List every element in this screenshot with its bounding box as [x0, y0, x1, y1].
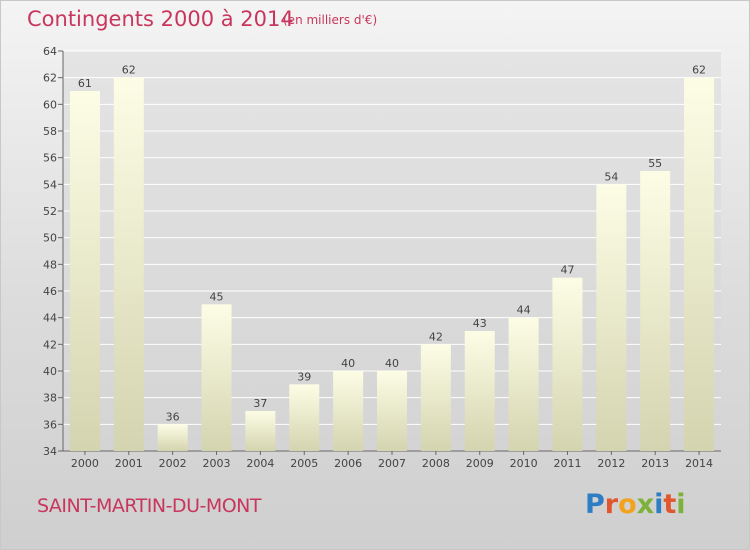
bar-2012 [596, 184, 627, 452]
bar-2003 [201, 304, 232, 451]
x-tick-label: 2008 [422, 457, 450, 470]
x-tick-label: 2009 [466, 457, 494, 470]
bar-value-label: 40 [341, 357, 355, 370]
y-tick-label: 38 [43, 392, 57, 405]
y-tick-label: 64 [43, 45, 57, 58]
x-tick-label: 2002 [159, 457, 187, 470]
bar-2014 [684, 77, 715, 452]
y-tick-label: 56 [43, 152, 57, 165]
bar-2010 [508, 317, 539, 451]
y-tick-label: 52 [43, 205, 57, 218]
x-tick-label: 2011 [553, 457, 581, 470]
x-tick-label: 2010 [510, 457, 538, 470]
y-tick-label: 46 [43, 285, 57, 298]
bar-value-label: 36 [166, 410, 180, 423]
x-tick-label: 2004 [246, 457, 274, 470]
commune-name: SAINT-MARTIN-DU-MONT [37, 495, 262, 517]
y-tick-label: 48 [43, 258, 57, 271]
x-tick-label: 2006 [334, 457, 362, 470]
bar-value-label: 62 [122, 64, 136, 77]
x-tick-label: 2007 [378, 457, 406, 470]
bar-value-label: 61 [78, 77, 92, 90]
bar-value-label: 40 [385, 357, 399, 370]
x-tick-label: 2003 [203, 457, 231, 470]
bar-value-label: 37 [253, 397, 267, 410]
y-tick-label: 42 [43, 338, 57, 351]
y-tick-label: 58 [43, 125, 57, 138]
bar-2009 [464, 331, 495, 451]
bar-2005 [289, 384, 320, 451]
chart-subtitle: (en milliers d'€) [283, 13, 378, 27]
bar-2011 [552, 277, 583, 451]
bar-2000 [69, 91, 100, 451]
bar-value-label: 45 [210, 290, 224, 303]
bar-value-label: 47 [560, 264, 574, 277]
y-tick-label: 36 [43, 418, 57, 431]
bar-2006 [333, 371, 364, 451]
y-tick-label: 40 [43, 365, 57, 378]
bar-2001 [113, 77, 144, 452]
bar-value-label: 62 [692, 64, 706, 77]
x-tick-label: 2014 [685, 457, 713, 470]
x-tick-label: 2005 [290, 457, 318, 470]
bar-value-label: 54 [604, 170, 618, 183]
x-tick-label: 2001 [115, 457, 143, 470]
y-tick-label: 44 [43, 312, 57, 325]
proxiti-logo[interactable]: Proxiti [585, 489, 686, 520]
bar-2004 [245, 411, 276, 451]
bar-2008 [420, 344, 451, 451]
x-tick-label: 2013 [641, 457, 669, 470]
y-tick-label: 60 [43, 98, 57, 111]
y-tick-label: 62 [43, 72, 57, 85]
bar-value-label: 55 [648, 157, 662, 170]
x-tick-label: 2000 [71, 457, 99, 470]
x-tick-label: 2012 [597, 457, 625, 470]
y-tick-label: 50 [43, 232, 57, 245]
chart-title: Contingents 2000 à 2014 [27, 7, 294, 31]
y-tick-label: 54 [43, 178, 57, 191]
bar-value-label: 43 [473, 317, 487, 330]
bar-value-label: 44 [517, 304, 531, 317]
bar-2002 [157, 424, 188, 451]
y-tick-label: 34 [43, 445, 57, 458]
bar-2013 [640, 171, 671, 451]
bar-value-label: 39 [297, 370, 311, 383]
bar-value-label: 42 [429, 330, 443, 343]
bar-2007 [377, 371, 407, 451]
